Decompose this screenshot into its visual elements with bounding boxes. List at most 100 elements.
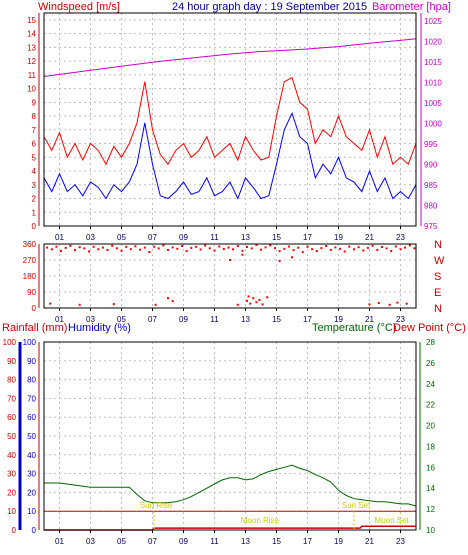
barometer-tick-label: 1020 (424, 38, 442, 47)
wind-barometer-panel: 0123456789101112131415975980985990995100… (27, 12, 442, 242)
barometer-tick-label: 1010 (424, 79, 442, 88)
compass-label: E (434, 287, 441, 299)
wind-direction-point (153, 245, 156, 248)
wind-direction-point (334, 246, 337, 249)
wind-direction-point (264, 246, 267, 249)
p2-x-tick-label: 09 (179, 315, 188, 324)
humidity-axis-label: Humidity (%) (68, 322, 131, 334)
p1-x-tick-label: 01 (55, 233, 64, 242)
wind-direction-point (154, 303, 157, 306)
wind-direction-point (69, 244, 72, 247)
p3-frame (43, 341, 417, 531)
temperature-tick-label: 10 (426, 526, 435, 535)
wind-direction-point (88, 250, 90, 253)
wind-direction-point (190, 246, 193, 249)
p1-frame (43, 12, 417, 227)
wind-direction-point (266, 296, 269, 299)
p3-x-tick-label: 15 (272, 537, 281, 546)
wind-direction-point (291, 256, 293, 259)
wind-direction-point (167, 297, 169, 300)
wind-direction-point (255, 301, 258, 304)
rainfall-tick-label: 60 (7, 413, 16, 422)
temperature-tick-label: 16 (426, 463, 435, 472)
wind-direction-point (287, 245, 290, 248)
wind-direction-point (199, 248, 202, 251)
wind-direction-point (227, 246, 230, 249)
wind-direction-point (413, 247, 416, 250)
direction-tick-label: 360 (23, 240, 37, 249)
p3-x-tick-label: 23 (396, 537, 405, 546)
p2-x-tick-label: 23 (396, 315, 405, 324)
temperature-tick-label: 20 (426, 422, 435, 431)
p1-x-tick-label: 15 (272, 233, 281, 242)
humidity-tick-label: 70 (27, 394, 36, 403)
temperature-tick-label: 14 (426, 484, 435, 493)
wind-direction-point (252, 297, 255, 300)
wind-direction-point (315, 250, 318, 253)
wind-direction-point (362, 249, 365, 252)
p1-x-tick-label: 19 (334, 233, 343, 242)
compass-label: N (434, 239, 442, 251)
windspeed-tick-label: 3 (32, 181, 37, 190)
p3-x-tick-label: 05 (117, 537, 126, 546)
barometer-tick-label: 980 (424, 202, 438, 211)
wind-direction-point (311, 248, 314, 251)
humidity-tick-label: 80 (27, 376, 36, 385)
wind-direction-point (236, 245, 239, 248)
wind-direction-point (218, 245, 221, 248)
p3-x-tick-label: 11 (210, 537, 219, 546)
wind-direction-point (167, 249, 169, 251)
wind-direction-point (329, 249, 332, 251)
p2-x-tick-label: 13 (241, 315, 250, 324)
humidity-tick-label: 60 (27, 413, 36, 422)
wind-direction-point (368, 303, 371, 306)
windspeed-tick-label: 15 (27, 16, 36, 25)
p1-x-tick-label: 17 (303, 233, 312, 242)
wind-direction-point (162, 244, 165, 247)
wind-direction-point (49, 302, 52, 305)
p2-frame (43, 243, 417, 309)
windspeed-tick-label: 10 (27, 85, 36, 94)
wind-direction-point (396, 301, 399, 304)
temperature-axis-label: Temperature (°C) (312, 322, 396, 334)
annotation-label: Moon Rise (241, 516, 280, 525)
wind-direction-point (78, 303, 81, 306)
wind-direction-point (97, 248, 100, 251)
windspeed-tick-label: 6 (32, 140, 37, 149)
p2-x-tick-label: 07 (148, 315, 157, 324)
temperature-tick-label: 28 (426, 338, 435, 347)
wind-direction-point (204, 244, 207, 247)
humidity-tick-label: 0 (32, 526, 37, 535)
barometer-tick-label: 1005 (424, 99, 442, 108)
p1-x-tick-label: 03 (86, 233, 95, 242)
p3-x-tick-label: 07 (148, 537, 157, 546)
wind-direction-point (260, 248, 262, 251)
wind-direction-point (297, 246, 300, 249)
p1-x-tick-label: 21 (365, 233, 374, 242)
p3-x-tick-label: 19 (334, 537, 343, 546)
wind-direction-point (339, 247, 342, 250)
windspeed-tick-label: 0 (32, 222, 37, 231)
p2-x-tick-label: 17 (303, 315, 312, 324)
direction-tick-label: 0 (32, 304, 37, 313)
wind-direction-point (185, 250, 188, 253)
wind-direction-point (112, 303, 115, 306)
wind-direction-point (380, 246, 383, 248)
gust-series-line (43, 76, 417, 166)
humidity-tick-label: 10 (27, 507, 36, 516)
wind-direction-point (399, 248, 402, 251)
wind-direction-point (115, 247, 118, 250)
wind-direction-point (194, 245, 197, 248)
wind-direction-point (134, 245, 137, 248)
temperature-series-line (44, 464, 417, 507)
windspeed-tick-label: 9 (32, 98, 37, 107)
p1-x-tick-label: 05 (117, 233, 126, 242)
compass-label: N (434, 303, 442, 315)
annotation-label: Moon Set (375, 516, 410, 525)
wind-direction-point (371, 244, 374, 247)
wind-direction-point (385, 247, 388, 250)
barometer-tick-label: 1000 (424, 120, 442, 129)
wind-direction-point (241, 249, 244, 252)
